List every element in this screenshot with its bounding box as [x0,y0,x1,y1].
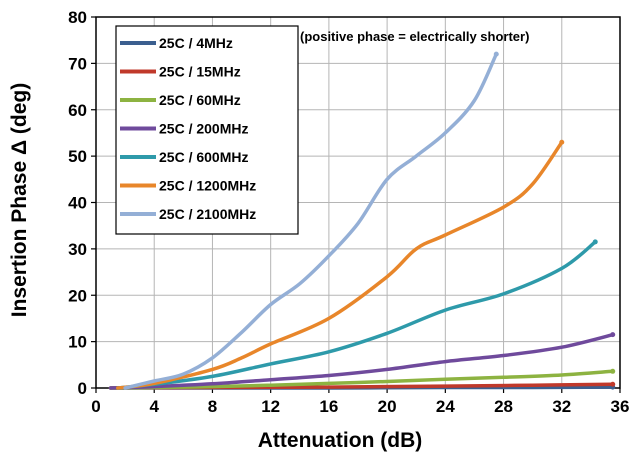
series-line-4 [116,240,598,390]
series-end-marker-6 [493,51,499,57]
legend-label-3: 25C / 200MHz [159,121,248,137]
x-axis-title: Attenuation (dB) [258,429,422,452]
legend-label-1: 25C / 15MHz [159,64,241,80]
y-tick-label: 30 [68,240,87,259]
y-tick-label: 40 [68,194,87,213]
y-tick-label: 20 [68,286,87,305]
legend: 25C / 4MHz 25C / 15MHz 25C / 60MHz 25C / 20… [115,25,299,235]
legend-label-2: 25C / 60MHz [159,92,241,108]
x-tick-label: 20 [378,397,397,416]
x-tick-label: 8 [208,397,217,416]
x-tick-label: 36 [611,397,630,416]
series-line-5 [116,140,564,390]
legend-label-5: 25C / 1200MHz [159,178,256,194]
series-lines [108,51,616,390]
series-end-marker-4 [592,239,598,245]
series-line-3 [108,332,615,390]
y-tick-label: 80 [68,8,87,27]
x-tick-label: 12 [261,397,280,416]
y-axis-ticks: 0 10 20 30 40 50 60 70 80 [68,8,96,398]
y-tick-label: 10 [68,333,87,352]
x-tick-label: 32 [552,397,571,416]
x-tick-label: 28 [494,397,513,416]
series-line-2 [108,369,615,390]
annotation-text: (positive phase = electrically shorter) [300,29,529,44]
y-tick-label: 60 [68,101,87,120]
legend-label-6: 25C / 2100MHz [159,206,256,222]
series-line-6 [123,52,499,390]
legend-label-0: 25C / 4MHz [159,35,233,51]
x-axis-ticks: 0 4 8 12 16 20 24 28 32 36 [91,388,629,416]
x-tick-label: 0 [91,397,100,416]
y-tick-label: 0 [78,379,87,398]
x-tick-label: 24 [436,397,455,416]
series-end-marker-1 [610,381,616,387]
series-end-marker-2 [610,368,616,374]
legend-label-4: 25C / 600MHz [159,149,248,165]
y-tick-label: 50 [68,147,87,166]
x-tick-label: 16 [319,397,338,416]
series-end-marker-3 [610,332,616,338]
series-end-marker-5 [559,139,565,145]
y-axis-title: Insertion Phase Δ (deg) [8,83,31,317]
y-tick-label: 70 [68,54,87,73]
x-tick-label: 4 [149,397,159,416]
